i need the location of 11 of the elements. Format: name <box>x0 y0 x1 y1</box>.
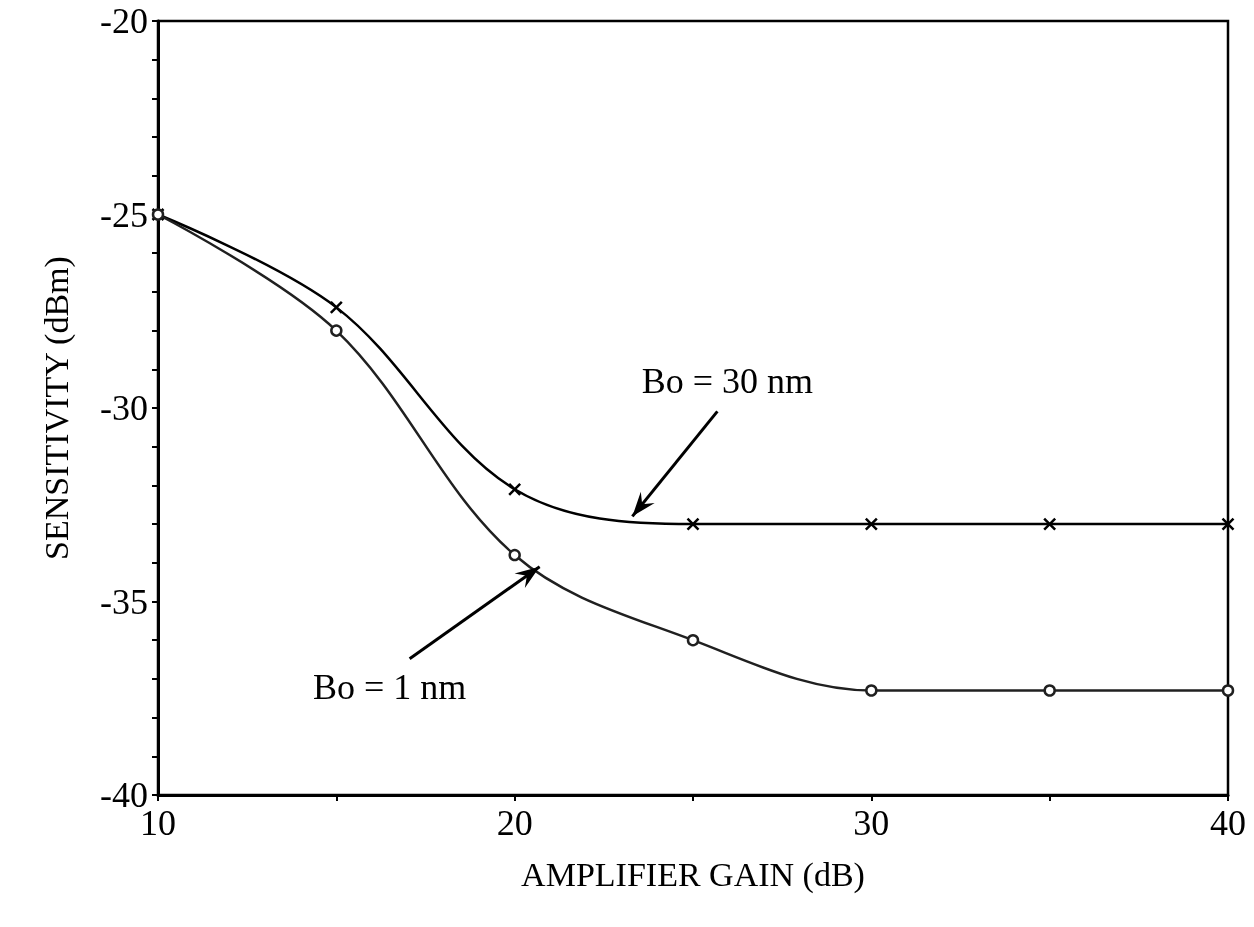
y-tick-label: -30 <box>100 388 148 428</box>
x-tick-label: 30 <box>853 803 890 843</box>
annotation: Bo = 30 nm <box>641 361 814 402</box>
x-tick-label: 40 <box>1210 803 1246 843</box>
y-tick-label: -25 <box>100 194 148 235</box>
annotation: Bo = 1 nm <box>312 666 467 707</box>
x-axis-title: AMPLIFIER GAIN (dB) <box>521 855 865 894</box>
x-tick-label: 20 <box>496 803 533 843</box>
y-axis-title: SENSITIVITY (dBm) <box>37 256 76 560</box>
y-tick-label: -35 <box>100 581 148 622</box>
y-tick-label: -20 <box>100 1 148 41</box>
